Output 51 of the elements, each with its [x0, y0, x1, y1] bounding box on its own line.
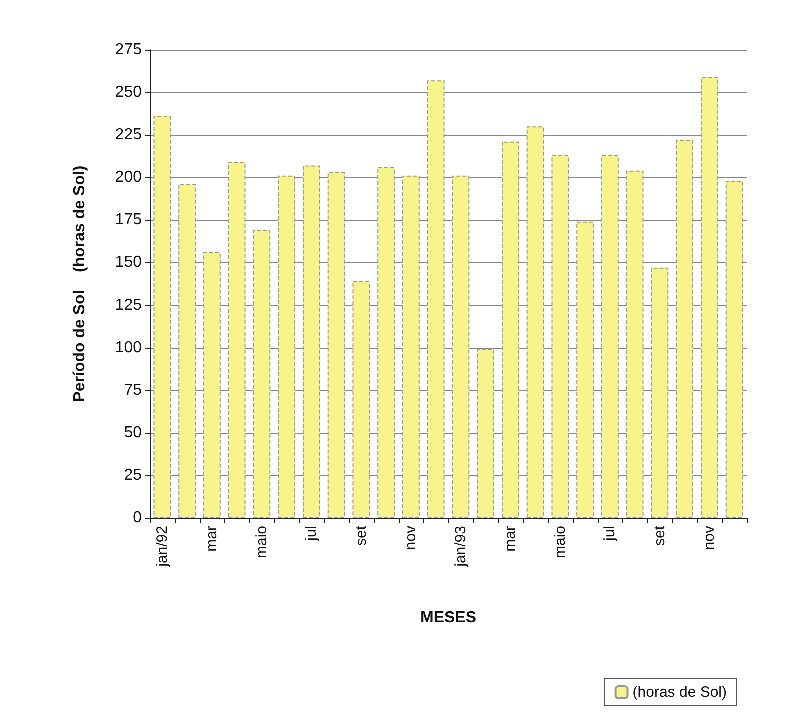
x-tick-label: maio [253, 526, 270, 559]
y-tick-label: 175 [115, 212, 142, 229]
legend-label: (horas de Sol) [632, 684, 728, 701]
y-tick-label: 50 [124, 424, 142, 442]
bar [502, 142, 520, 518]
x-tick-label: jul [303, 526, 320, 542]
y-tick-label: 200 [115, 169, 142, 186]
bar [601, 156, 619, 518]
y-tick-label: 75 [124, 382, 142, 399]
y-axis-title: Período de Sol (horas de Sol) [72, 166, 88, 402]
bar [427, 80, 445, 518]
bar [178, 184, 196, 518]
bar [352, 281, 370, 518]
y-tick-label: 0 [133, 510, 142, 526]
x-tick-label: mar [204, 526, 221, 552]
x-tick-label: maio [552, 526, 569, 559]
bar [228, 162, 246, 518]
bar [278, 176, 296, 518]
bar [402, 176, 420, 518]
bar [154, 116, 172, 518]
bar [477, 350, 495, 518]
x-tick-label: jan/93 [452, 526, 470, 568]
y-tick-label: 275 [115, 42, 142, 58]
bar [526, 126, 544, 518]
y-tick-label: 25 [124, 466, 142, 484]
bar [676, 140, 694, 518]
bar [700, 77, 718, 518]
y-tick-label: 125 [115, 296, 142, 314]
bar [552, 156, 570, 518]
y-tick-label: 225 [115, 126, 142, 144]
x-axis-title: MESES [420, 610, 477, 626]
bar [626, 170, 644, 518]
x-tick-label: set [352, 525, 370, 546]
bar [452, 176, 470, 518]
bar [253, 230, 271, 518]
x-tick-label: jan/92 [154, 526, 171, 568]
y-tick-label: 100 [115, 339, 142, 356]
bar [328, 172, 346, 518]
x-tick-label: mar [502, 526, 520, 552]
bar [651, 268, 669, 518]
x-tick-label: jul [602, 526, 619, 542]
bar [726, 181, 744, 518]
y-tick-label: 150 [115, 254, 142, 272]
bar [576, 222, 594, 518]
x-tick-label: nov [701, 526, 718, 550]
x-tick-label: nov [402, 526, 420, 550]
bar [378, 167, 396, 518]
x-tick-label: set [651, 525, 668, 546]
bar [302, 166, 320, 518]
y-tick-label: 250 [115, 84, 142, 102]
bar [203, 252, 221, 518]
